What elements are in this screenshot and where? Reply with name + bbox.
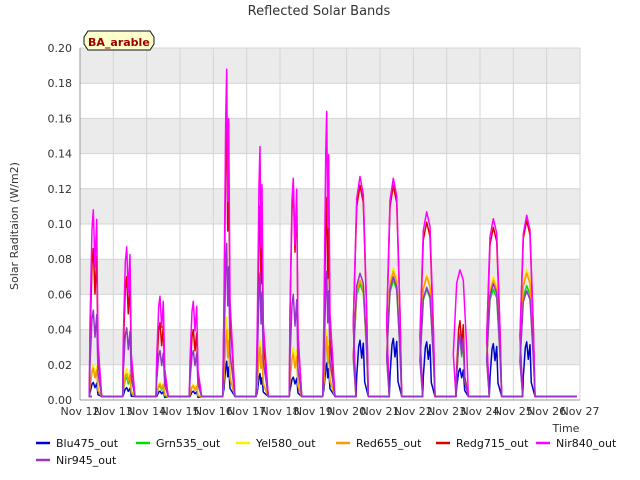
x-tick-label: Nov 24 [461, 405, 500, 418]
x-tick-label: Nov 20 [327, 405, 366, 418]
y-tick-label: 0.14 [48, 148, 73, 161]
x-tick-label: Nov 17 [227, 405, 266, 418]
site-label-box: BA_arable [83, 30, 155, 51]
chart-title: Reflected Solar Bands [248, 4, 391, 19]
x-tick-label: Nov 18 [261, 405, 300, 418]
legend-label-Yel580_out: Yel580_out [255, 437, 316, 450]
x-tick-label: Nov 16 [194, 405, 233, 418]
series-line-Nir945_out [88, 242, 577, 398]
y-tick-label: 0.04 [48, 324, 73, 337]
y-tick-label: 0.00 [48, 394, 73, 407]
legend-label-Red655_out: Red655_out [356, 437, 422, 450]
x-tick-label: Nov 23 [427, 405, 466, 418]
plot-band [80, 48, 580, 84]
legend-label-Grn535_out: Grn535_out [156, 437, 221, 450]
x-tick-label: Nov 26 [527, 405, 566, 418]
x-tick-label: Nov 22 [394, 405, 433, 418]
legend-label-Nir945_out: Nir945_out [56, 454, 117, 467]
y-tick-label: 0.20 [48, 42, 73, 55]
x-tick-label: Nov 25 [494, 405, 533, 418]
y-axis-label: Solar Raditaion (W/m2) [8, 162, 21, 290]
legend: Blu475_out Grn535_out Yel580_out Red655_out… [36, 437, 617, 467]
x-tick-label: Nov 27 [561, 405, 600, 418]
series-line-Nir840_out [88, 68, 577, 398]
site-label: BA_arable [88, 36, 150, 49]
plot-band [80, 118, 580, 154]
legend-label-Blu475_out: Blu475_out [56, 437, 119, 450]
axes: 0.00 0.02 0.04 0.06 0.08 0.10 0.12 0.14 0.16 0.18… [48, 42, 600, 418]
legend-label-Nir840_out: Nir840_out [556, 437, 617, 450]
plot-band [80, 188, 580, 224]
x-tick-label: Nov 15 [161, 405, 200, 418]
y-tick-label: 0.08 [48, 253, 73, 266]
x-tick-label: Nov 13 [94, 405, 133, 418]
legend-label-Redg715_out: Redg715_out [456, 437, 529, 450]
y-tick-label: 0.10 [48, 218, 73, 231]
y-tick-label: 0.16 [48, 112, 73, 125]
y-tick-label: 0.18 [48, 77, 73, 90]
y-tick-label: 0.06 [48, 288, 73, 301]
site-label-frame [83, 30, 155, 51]
x-tick-label: Nov 12 [61, 405, 100, 418]
y-tick-label: 0.12 [48, 183, 73, 196]
y-tick-label: 0.02 [48, 359, 73, 372]
series-layer [88, 68, 577, 399]
x-axis-label: Time [552, 422, 580, 435]
x-tick-label: Nov 21 [361, 405, 400, 418]
x-tick-label: Nov 14 [127, 405, 166, 418]
x-tick-label: Nov 19 [294, 405, 333, 418]
